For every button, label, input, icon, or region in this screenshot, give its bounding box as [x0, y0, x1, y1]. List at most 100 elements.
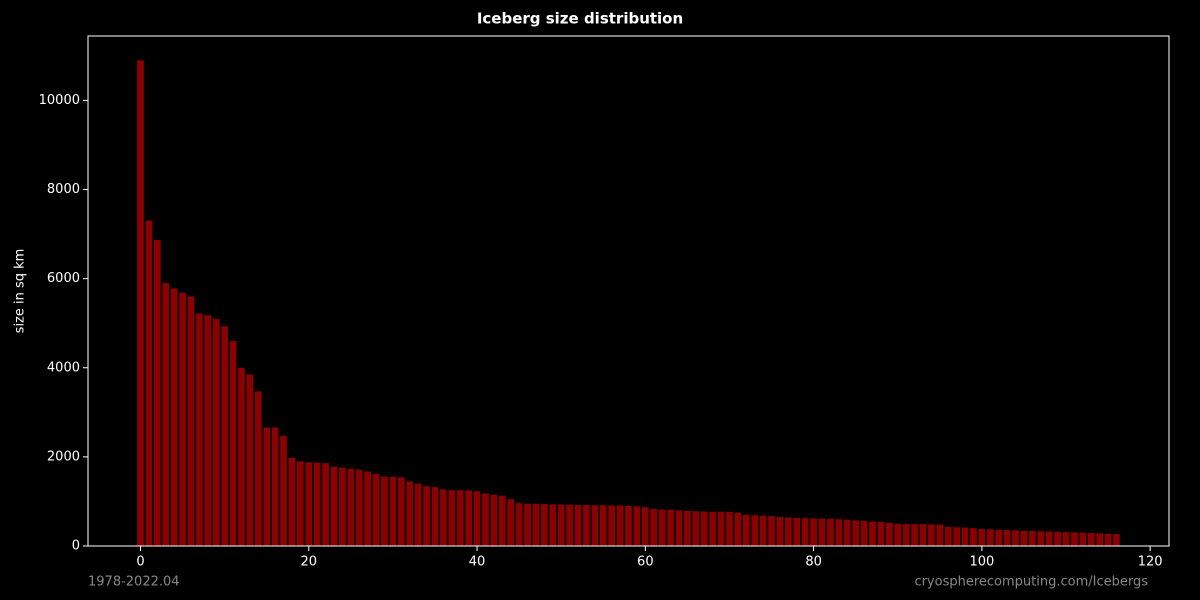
bar [877, 521, 885, 546]
bar [389, 476, 397, 546]
bar [751, 515, 759, 546]
bar [658, 509, 666, 546]
bar [145, 220, 153, 546]
bar [330, 466, 338, 546]
bar [810, 518, 817, 546]
x-tick-label: 100 [969, 555, 994, 570]
y-tick-label: 4000 [47, 360, 80, 375]
bar [827, 518, 834, 546]
bar [1045, 531, 1053, 546]
bar [928, 524, 935, 546]
bar [524, 503, 531, 546]
x-tick-label: 60 [637, 555, 654, 570]
y-tick-label: 10000 [39, 93, 80, 108]
bar [540, 504, 548, 546]
bar [801, 518, 809, 546]
bar [1096, 533, 1104, 546]
bar [1079, 532, 1087, 546]
bar [793, 517, 801, 546]
bar [549, 504, 557, 546]
bar [238, 367, 245, 546]
bar [347, 468, 355, 546]
bar [684, 510, 691, 546]
bar [860, 520, 868, 546]
bar [599, 505, 607, 546]
x-tick-label: 120 [1138, 555, 1163, 570]
bar [978, 529, 986, 546]
x-tick-label: 40 [469, 555, 486, 570]
bar [574, 505, 582, 546]
bar [170, 288, 178, 546]
y-tick-label: 2000 [47, 449, 80, 464]
bar [162, 283, 170, 546]
bar [700, 511, 708, 546]
bar [843, 519, 851, 546]
footer-right: cryospherecomputing.com/Icebergs [914, 575, 1148, 590]
bar [961, 527, 969, 546]
bar [784, 517, 792, 546]
y-axis-label: size in sq km [13, 249, 28, 334]
bar [305, 462, 313, 546]
bar [1012, 530, 1019, 546]
bar [591, 505, 599, 546]
bar [970, 528, 977, 546]
x-tick-label: 20 [301, 555, 318, 570]
bar [776, 517, 784, 546]
bar [616, 505, 624, 546]
y-tick-label: 6000 [47, 271, 80, 286]
bar [885, 522, 893, 546]
bar [153, 239, 161, 546]
bar [196, 313, 203, 546]
bar [944, 526, 952, 546]
bar [490, 494, 498, 546]
bar [456, 490, 464, 546]
bar [986, 529, 994, 546]
bar [1054, 531, 1061, 546]
bar [650, 509, 658, 546]
bar [263, 427, 271, 546]
bar [179, 292, 186, 546]
bar [1087, 533, 1095, 546]
bar [608, 505, 616, 546]
bar [440, 489, 447, 546]
bar [296, 461, 304, 546]
bar [498, 495, 506, 546]
bar [364, 471, 372, 546]
bar [1071, 532, 1078, 546]
bar [1003, 529, 1011, 546]
bar [212, 318, 220, 546]
bar [137, 60, 144, 547]
bar [1037, 531, 1045, 546]
plot-frame [87, 35, 1170, 547]
bar [818, 518, 826, 546]
bar [1020, 530, 1028, 546]
bar [759, 515, 767, 546]
bar [322, 463, 329, 546]
bar [1062, 532, 1070, 546]
x-tick-label: 80 [805, 555, 822, 570]
bar [397, 477, 405, 546]
x-tick-label: 0 [136, 555, 144, 570]
bar [995, 529, 1003, 546]
bar [372, 473, 380, 546]
bar [532, 503, 540, 546]
bar [246, 374, 254, 546]
bar [919, 524, 927, 546]
bar [583, 505, 590, 546]
bar [229, 341, 237, 546]
bar [852, 520, 860, 546]
bar [1113, 534, 1120, 546]
bar [936, 524, 944, 546]
bar [221, 326, 229, 546]
bar [734, 512, 742, 546]
bar [726, 511, 733, 546]
bar [482, 493, 489, 546]
bar [557, 504, 565, 546]
bar [869, 521, 876, 546]
bar [633, 506, 641, 546]
bar [431, 487, 439, 546]
bar [355, 469, 363, 546]
bar [288, 457, 296, 546]
bar [1028, 531, 1036, 546]
bar [187, 296, 195, 546]
